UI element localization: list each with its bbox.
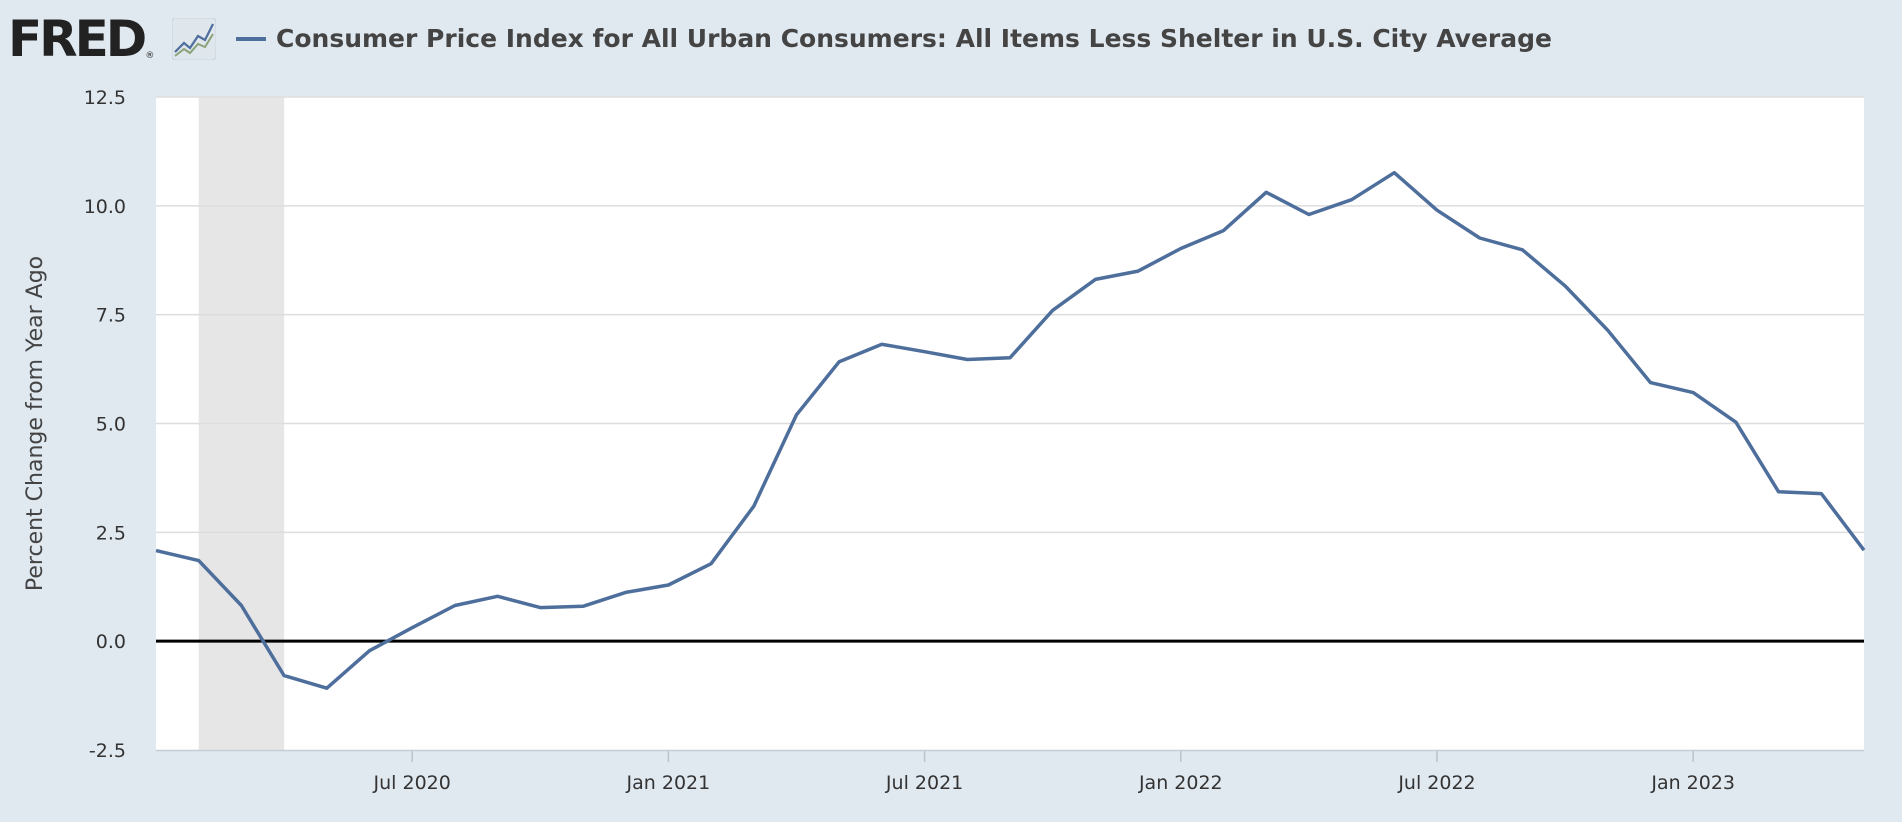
y-tick-label: 7.5 xyxy=(96,305,126,327)
chart-header: FRED ® Consumer Price Index for All Urba… xyxy=(0,0,1902,80)
data-point-2020-12-01[interactable] xyxy=(621,587,631,597)
fred-logo-text: FRED xyxy=(8,10,147,68)
data-point-2022-02-01[interactable] xyxy=(1219,226,1229,236)
data-point-2020-06-01[interactable] xyxy=(365,646,375,656)
data-point-2022-05-01[interactable] xyxy=(1347,195,1357,205)
data-point-2022-09-01[interactable] xyxy=(1517,245,1527,255)
data-point-2022-11-01[interactable] xyxy=(1603,325,1613,335)
y-tick-label: 2.5 xyxy=(96,522,126,544)
data-point-2021-09-01[interactable] xyxy=(1005,353,1015,363)
fred-logo[interactable]: FRED ® xyxy=(8,14,154,64)
data-point-2021-03-01[interactable] xyxy=(749,501,759,511)
fred-graph-icon xyxy=(172,18,216,60)
data-point-2022-06-01[interactable] xyxy=(1389,168,1399,178)
data-point-2023-02-01[interactable] xyxy=(1731,417,1741,427)
data-point-2020-08-01[interactable] xyxy=(450,600,460,610)
data-point-2021-06-01[interactable] xyxy=(877,339,887,349)
data-point-2022-12-01[interactable] xyxy=(1646,378,1656,388)
data-point-2020-11-01[interactable] xyxy=(578,601,588,611)
data-point-2020-03-01[interactable] xyxy=(236,600,246,610)
data-point-2021-11-01[interactable] xyxy=(1090,274,1100,284)
x-tick-label: Jul 2020 xyxy=(373,772,451,794)
data-point-2023-05-01[interactable] xyxy=(1859,545,1869,555)
data-point-2023-01-01[interactable] xyxy=(1688,388,1698,398)
registered-mark: ® xyxy=(145,51,155,61)
x-tick-label: Jul 2022 xyxy=(1397,772,1475,794)
data-point-2021-08-01[interactable] xyxy=(962,355,972,365)
data-point-2020-10-01[interactable] xyxy=(535,603,545,613)
chart-title: Consumer Price Index for All Urban Consu… xyxy=(276,24,1552,53)
data-point-2023-04-01[interactable] xyxy=(1816,489,1826,499)
x-tick-label: Jan 2022 xyxy=(1138,772,1223,794)
data-point-2020-09-01[interactable] xyxy=(493,591,503,601)
y-tick-label: -2.5 xyxy=(89,740,126,762)
data-point-2022-03-01[interactable] xyxy=(1261,187,1271,197)
x-tick-label: Jan 2021 xyxy=(626,772,711,794)
data-point-2021-05-01[interactable] xyxy=(834,357,844,367)
data-point-2021-07-01[interactable] xyxy=(920,347,930,357)
x-axis: Jul 2020 Jan 2021 Jul 2021 Jan 2022 Jul 2022… xyxy=(373,750,1735,794)
grid-layer xyxy=(156,96,1864,534)
data-point-2020-02-01[interactable] xyxy=(194,556,204,566)
data-point-2023-03-01[interactable] xyxy=(1774,487,1784,497)
data-point-2020-07-01[interactable] xyxy=(407,623,417,633)
x-tick-label: Jul 2021 xyxy=(885,772,963,794)
data-point-2021-02-01[interactable] xyxy=(706,559,716,569)
data-point-2022-07-01[interactable] xyxy=(1432,205,1442,215)
x-tick-label: Jan 2023 xyxy=(1650,772,1735,794)
legend-swatch xyxy=(236,37,266,41)
data-point-2020-01-01[interactable] xyxy=(151,546,161,556)
y-axis-title: Percent Change from Year Ago xyxy=(23,256,48,591)
series-line[interactable] xyxy=(155,170,1866,690)
data-point-2022-01-01[interactable] xyxy=(1176,243,1186,253)
data-point-2021-01-01[interactable] xyxy=(663,580,673,590)
data-point-2022-10-01[interactable] xyxy=(1560,281,1570,291)
data-point-2021-12-01[interactable] xyxy=(1133,266,1143,276)
data-point-2022-04-01[interactable] xyxy=(1304,210,1314,220)
y-tick-label: 5.0 xyxy=(96,414,126,436)
data-point-2020-05-01[interactable] xyxy=(322,683,332,693)
data-point-2021-04-01[interactable] xyxy=(792,410,802,420)
y-tick-label: 12.5 xyxy=(84,87,126,109)
y-axis: 12.5 10.0 7.5 5.0 2.5 0.0 -2.5 xyxy=(84,87,126,762)
y-tick-label: 0.0 xyxy=(96,631,126,653)
y-tick-label: 10.0 xyxy=(84,196,126,218)
data-point-2021-10-01[interactable] xyxy=(1048,305,1058,315)
data-point-2022-08-01[interactable] xyxy=(1475,233,1485,243)
data-point-2020-04-01[interactable] xyxy=(279,671,289,681)
